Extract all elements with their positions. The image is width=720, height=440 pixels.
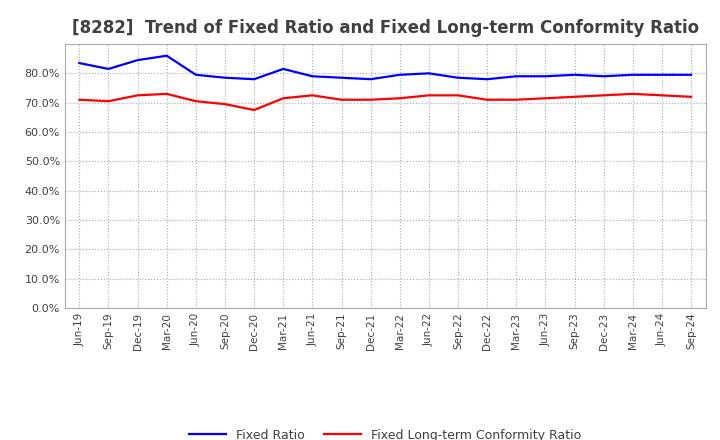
Fixed Ratio <box>657 72 666 77</box>
Fixed Ratio <box>454 75 462 81</box>
Fixed Long-term Conformity Ratio <box>570 94 579 99</box>
Fixed Long-term Conformity Ratio <box>629 91 637 96</box>
Fixed Long-term Conformity Ratio <box>687 94 696 99</box>
Legend: Fixed Ratio, Fixed Long-term Conformity Ratio: Fixed Ratio, Fixed Long-term Conformity … <box>184 424 587 440</box>
Fixed Ratio <box>308 73 317 79</box>
Fixed Ratio <box>104 66 113 72</box>
Fixed Long-term Conformity Ratio <box>541 95 550 101</box>
Fixed Ratio <box>337 75 346 81</box>
Fixed Ratio <box>512 73 521 79</box>
Fixed Ratio <box>366 77 375 82</box>
Fixed Ratio <box>629 72 637 77</box>
Title: [8282]  Trend of Fixed Ratio and Fixed Long-term Conformity Ratio: [8282] Trend of Fixed Ratio and Fixed Lo… <box>71 19 699 37</box>
Fixed Long-term Conformity Ratio <box>133 93 142 98</box>
Line: Fixed Ratio: Fixed Ratio <box>79 56 691 79</box>
Fixed Long-term Conformity Ratio <box>425 93 433 98</box>
Fixed Ratio <box>163 53 171 59</box>
Fixed Long-term Conformity Ratio <box>163 91 171 96</box>
Line: Fixed Long-term Conformity Ratio: Fixed Long-term Conformity Ratio <box>79 94 691 110</box>
Fixed Ratio <box>687 72 696 77</box>
Fixed Ratio <box>541 73 550 79</box>
Fixed Long-term Conformity Ratio <box>512 97 521 103</box>
Fixed Ratio <box>250 77 258 82</box>
Fixed Long-term Conformity Ratio <box>337 97 346 103</box>
Fixed Long-term Conformity Ratio <box>454 93 462 98</box>
Fixed Long-term Conformity Ratio <box>250 107 258 113</box>
Fixed Ratio <box>599 73 608 79</box>
Fixed Ratio <box>75 60 84 66</box>
Fixed Long-term Conformity Ratio <box>308 93 317 98</box>
Fixed Ratio <box>425 71 433 76</box>
Fixed Ratio <box>570 72 579 77</box>
Fixed Long-term Conformity Ratio <box>279 95 287 101</box>
Fixed Ratio <box>220 75 229 81</box>
Fixed Ratio <box>395 72 404 77</box>
Fixed Ratio <box>192 72 200 77</box>
Fixed Long-term Conformity Ratio <box>599 93 608 98</box>
Fixed Long-term Conformity Ratio <box>483 97 492 103</box>
Fixed Long-term Conformity Ratio <box>657 93 666 98</box>
Fixed Ratio <box>483 77 492 82</box>
Fixed Ratio <box>279 66 287 72</box>
Fixed Long-term Conformity Ratio <box>366 97 375 103</box>
Fixed Long-term Conformity Ratio <box>220 102 229 107</box>
Fixed Long-term Conformity Ratio <box>192 99 200 104</box>
Fixed Long-term Conformity Ratio <box>75 97 84 103</box>
Fixed Ratio <box>133 58 142 63</box>
Fixed Long-term Conformity Ratio <box>395 95 404 101</box>
Fixed Long-term Conformity Ratio <box>104 99 113 104</box>
